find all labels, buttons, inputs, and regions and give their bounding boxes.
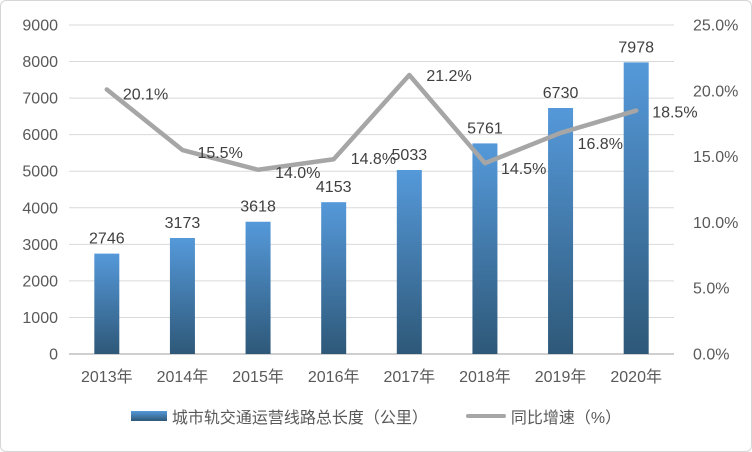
bar-2015年 <box>245 221 271 354</box>
line-point-label: 16.8% <box>578 136 623 153</box>
left-axis-tick-label: 3000 <box>22 237 58 254</box>
left-axis-tick-label: 9000 <box>22 18 58 35</box>
right-axis-tick-label: 20.0% <box>693 83 738 100</box>
right-axis-tick-label: 10.0% <box>693 215 738 232</box>
line-point-label: 14.8% <box>351 151 396 168</box>
left-axis-tick-label: 5000 <box>22 164 58 181</box>
bar-2020年 <box>623 62 649 355</box>
bar-value-label: 7978 <box>618 39 654 56</box>
bar-value-label: 6730 <box>543 85 579 102</box>
bar-2013年 <box>94 253 120 354</box>
left-axis-tick-label: 1000 <box>22 310 58 327</box>
left-axis-tick-label: 4000 <box>22 200 58 217</box>
bar-2016年 <box>321 202 347 354</box>
bar-value-label: 3618 <box>240 199 276 216</box>
left-axis-tick-label: 6000 <box>22 127 58 144</box>
legend-item-bar-series: 城市轨交通运营线路总长度（公里） <box>130 404 428 428</box>
legend-label-bar-series: 城市轨交通运营线路总长度（公里） <box>171 410 428 427</box>
x-axis-label: 2014年 <box>157 368 209 386</box>
bar-2018年 <box>472 143 498 354</box>
left-axis-tick-label: 8000 <box>22 54 58 71</box>
line-point-label: 20.1% <box>123 86 168 103</box>
bar-value-label: 5761 <box>467 120 503 137</box>
x-axis-label: 2017年 <box>384 368 436 386</box>
bar-value-label: 5033 <box>392 147 428 164</box>
line-point-label: 21.2% <box>426 68 471 85</box>
x-axis-label: 2013年 <box>81 368 133 386</box>
x-axis-label: 2018年 <box>459 368 511 386</box>
right-axis-tick-label: 15.0% <box>693 149 738 166</box>
line-series-swatch-icon <box>465 414 506 418</box>
line-point-label: 15.5% <box>197 145 242 162</box>
line-point-label: 14.0% <box>275 165 320 182</box>
x-axis-label: 2015年 <box>232 368 284 386</box>
bar-value-label: 3173 <box>165 215 201 232</box>
bar-value-label: 2746 <box>89 231 125 248</box>
bar-value-label: 4153 <box>316 179 352 196</box>
left-axis-tick-label: 0 <box>49 347 58 364</box>
bar-2017年 <box>396 170 422 354</box>
x-axis-label: 2016年 <box>308 368 360 386</box>
bar-series-swatch-icon <box>130 411 167 421</box>
left-axis-tick-label: 7000 <box>22 91 58 108</box>
bar-2014年 <box>169 238 195 354</box>
bar-2019年 <box>548 107 574 354</box>
line-point-label: 14.5% <box>501 161 546 178</box>
right-axis-tick-label: 5.0% <box>693 281 729 298</box>
legend-item-line-series: 同比增速（%） <box>465 404 622 428</box>
x-axis-label: 2019年 <box>535 368 587 386</box>
line-point-label: 18.5% <box>652 105 697 122</box>
legend-label-line-series: 同比增速（%） <box>510 410 622 427</box>
x-axis-label: 2020年 <box>610 368 662 386</box>
right-axis-tick-label: 25.0% <box>693 18 738 35</box>
right-axis-tick-label: 0.0% <box>693 347 729 364</box>
legend: 城市轨交通运营线路总长度（公里） 同比增速（%） <box>1 404 751 428</box>
left-axis-tick-label: 2000 <box>22 273 58 290</box>
line-series <box>104 72 639 173</box>
